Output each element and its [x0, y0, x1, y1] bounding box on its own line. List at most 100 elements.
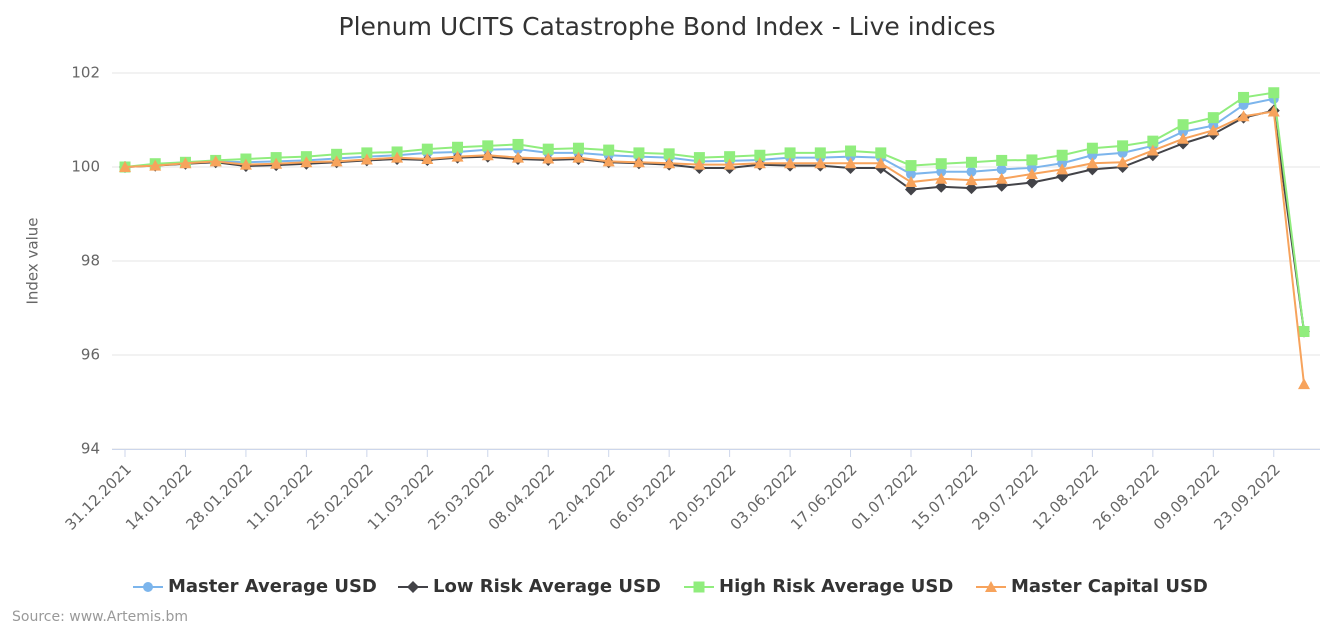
point — [1207, 112, 1219, 124]
point — [1025, 176, 1038, 189]
point — [935, 172, 948, 184]
point — [965, 156, 977, 168]
y-tick-label: 96 — [81, 346, 100, 364]
point — [149, 159, 162, 171]
legend-symbol — [143, 582, 153, 592]
point — [874, 157, 887, 169]
point — [723, 158, 736, 170]
point — [179, 157, 192, 169]
legend-symbol — [407, 581, 419, 593]
point — [632, 156, 645, 168]
point — [603, 144, 615, 156]
legend-symbol — [693, 581, 705, 593]
point — [421, 143, 433, 155]
point — [1056, 149, 1068, 161]
series-line — [124, 110, 1305, 385]
point — [481, 149, 494, 161]
point — [965, 174, 978, 186]
point — [844, 157, 857, 169]
point — [330, 155, 343, 167]
point — [1117, 140, 1129, 152]
point — [360, 153, 373, 165]
point — [905, 160, 917, 172]
point — [209, 155, 222, 167]
point — [1177, 132, 1190, 144]
y-tick-label: 102 — [71, 64, 100, 82]
point — [906, 169, 916, 180]
point — [1147, 135, 1159, 147]
point — [1268, 87, 1280, 99]
point — [452, 141, 464, 153]
point — [512, 138, 524, 150]
point — [753, 157, 766, 169]
point — [572, 151, 585, 163]
point — [451, 150, 464, 162]
series-line — [124, 91, 1305, 332]
point — [784, 157, 797, 169]
point — [995, 172, 1008, 184]
point — [633, 147, 645, 159]
series — [120, 93, 1309, 337]
y-axis-label: Index value — [24, 217, 42, 304]
point — [421, 153, 434, 165]
point — [1086, 157, 1099, 169]
point — [239, 158, 252, 170]
point — [1056, 163, 1069, 175]
legend-label: Master Capital USD — [1011, 576, 1208, 597]
point — [996, 154, 1008, 166]
series-line — [124, 97, 1305, 332]
point — [602, 155, 615, 167]
point — [663, 148, 675, 160]
point — [1025, 168, 1038, 180]
point — [814, 157, 827, 169]
point — [270, 152, 282, 164]
point — [1207, 124, 1220, 136]
legend-label: Master Average USD — [168, 576, 377, 597]
point — [1238, 91, 1250, 103]
y-tick-label: 94 — [81, 440, 100, 458]
point — [663, 157, 676, 169]
point — [361, 147, 373, 159]
y-tick-label: 100 — [71, 158, 100, 176]
point — [1267, 105, 1280, 117]
point — [814, 147, 826, 159]
series — [119, 105, 1310, 390]
legend-symbol — [985, 581, 997, 592]
point — [966, 166, 977, 177]
point — [391, 151, 404, 163]
point — [512, 151, 524, 163]
point — [935, 158, 947, 170]
point — [482, 140, 494, 152]
legend-label: Low Risk Average USD — [433, 576, 661, 597]
source: Source: www.Artemis.bm — [12, 609, 188, 625]
point — [693, 152, 705, 164]
point — [693, 158, 706, 170]
point — [119, 161, 131, 172]
point — [724, 151, 736, 163]
point — [996, 164, 1007, 175]
point — [1116, 156, 1129, 168]
point — [1237, 110, 1250, 122]
point — [875, 147, 887, 159]
point — [1177, 119, 1189, 131]
point — [845, 145, 857, 157]
point — [1298, 378, 1310, 390]
series — [119, 104, 1310, 338]
point — [905, 176, 917, 188]
point — [1026, 154, 1038, 166]
point — [300, 156, 313, 168]
point — [1086, 142, 1098, 154]
point — [1298, 326, 1310, 337]
point — [784, 147, 796, 159]
point — [542, 152, 555, 164]
point — [572, 142, 584, 154]
series-line — [124, 109, 1305, 332]
series — [119, 87, 1310, 337]
point — [331, 148, 343, 160]
chart-title: Plenum UCITS Catastrophe Bond Index - Li… — [339, 12, 996, 41]
y-tick-label: 98 — [81, 252, 100, 270]
point — [754, 149, 766, 161]
point — [270, 157, 283, 169]
point — [542, 143, 554, 155]
